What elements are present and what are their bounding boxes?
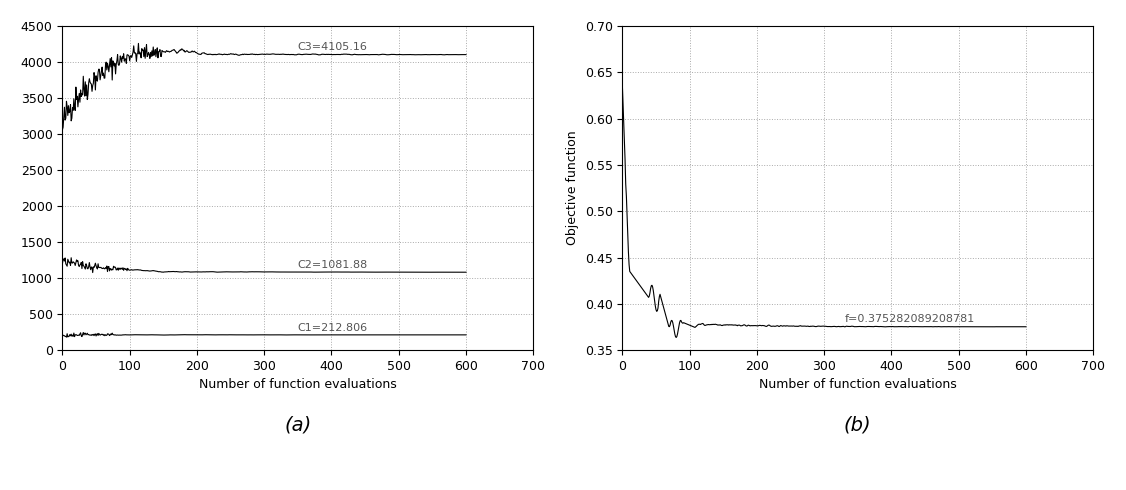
Text: (a): (a)	[284, 415, 312, 434]
Y-axis label: Objective function: Objective function	[566, 131, 579, 245]
Text: f=0.375282089208781: f=0.375282089208781	[844, 315, 975, 324]
X-axis label: Number of function evaluations: Number of function evaluations	[199, 378, 396, 392]
Text: C3=4105.16: C3=4105.16	[298, 42, 368, 52]
Text: C2=1081.88: C2=1081.88	[298, 260, 368, 270]
Text: C1=212.806: C1=212.806	[298, 322, 368, 333]
X-axis label: Number of function evaluations: Number of function evaluations	[759, 378, 957, 392]
Text: (b): (b)	[844, 415, 872, 434]
